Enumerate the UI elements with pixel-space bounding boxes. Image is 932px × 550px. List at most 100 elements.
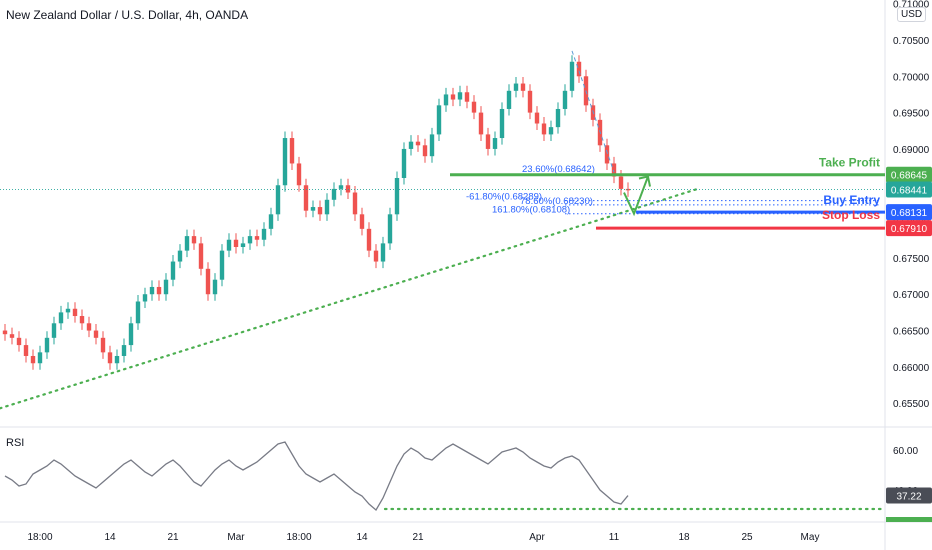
rsi-value-text: 37.22 <box>896 492 921 503</box>
take-profit-price-tag <box>886 166 932 183</box>
candle-body <box>65 308 71 313</box>
candle-body <box>177 250 183 262</box>
price-tick-label: 0.69500 <box>893 109 930 120</box>
price-tick-label: 0.65500 <box>893 399 930 410</box>
candle-body <box>247 236 253 244</box>
candle-body <box>212 279 218 295</box>
currency-button[interactable]: USD <box>897 7 927 22</box>
time-tick-label: 18:00 <box>286 532 311 543</box>
candle-body <box>128 323 134 346</box>
candle-body <box>534 112 540 124</box>
candle-body <box>394 177 400 215</box>
candle-body <box>359 214 365 229</box>
buy-entry-price-text: 0.68131 <box>891 208 928 219</box>
take-profit-label: Take Profit <box>819 156 880 170</box>
arrow-head <box>638 175 651 187</box>
candle-body <box>604 145 610 164</box>
candle-body <box>408 141 414 149</box>
candle-body <box>527 90 533 113</box>
candle-body <box>170 261 176 280</box>
price-tick-label: 0.66500 <box>893 327 930 338</box>
candle-body <box>72 308 78 317</box>
rsi-line <box>4 441 629 512</box>
candle-body <box>464 92 470 102</box>
candle-body <box>37 352 43 364</box>
price-tick-label: 0.66000 <box>893 363 930 374</box>
price-tick-label: 0.67000 <box>893 290 930 301</box>
candle-body <box>23 345 29 356</box>
candle-body <box>198 243 204 269</box>
candle-body <box>296 163 302 186</box>
projection-arrow <box>623 176 649 217</box>
candle-body <box>219 250 225 280</box>
time-tick-label: 25 <box>741 532 753 543</box>
chart-overlays: 23.60%(0.68642) -61.80%(0.68289)78.60%(0.… <box>0 50 885 410</box>
candle-body <box>576 61 582 77</box>
buy-entry-price-tag <box>886 204 932 221</box>
candle-body <box>373 250 379 262</box>
candle-body <box>121 345 127 356</box>
candle-body <box>289 138 295 164</box>
candle-body <box>457 92 463 100</box>
price-tick-label: 0.70500 <box>893 36 930 47</box>
candle-body <box>541 123 547 135</box>
candle-body <box>261 228 267 240</box>
candle-body <box>506 90 512 109</box>
candle-body <box>184 236 190 251</box>
candle-body <box>485 134 491 149</box>
stop-loss-price-text: 0.67910 <box>891 224 928 235</box>
candle-body <box>30 355 36 364</box>
candle-body <box>79 316 85 324</box>
candle-body <box>142 294 148 302</box>
candle-body <box>282 138 288 186</box>
rsi-support-tag <box>886 517 932 522</box>
rsi-value-tag <box>886 487 932 504</box>
candle-body <box>345 185 351 193</box>
candle-body <box>443 94 449 106</box>
candle-body <box>100 337 106 353</box>
price-tick-label: 0.71000 <box>893 0 930 11</box>
candle-body <box>380 243 386 262</box>
candle-body <box>338 185 344 189</box>
candle-body <box>513 83 519 91</box>
candle-body <box>254 236 260 240</box>
price-tick-label: 0.70000 <box>893 72 930 83</box>
candle-body <box>520 83 526 91</box>
time-tick-label: 14 <box>104 532 116 543</box>
candle-body <box>317 207 323 215</box>
current-price-text: 0.68441 <box>891 186 928 197</box>
price-axis: 0.710000.705000.700000.695000.690000.685… <box>886 0 932 410</box>
rsi-tick-label: 60.00 <box>893 446 918 457</box>
candle-body <box>149 286 155 295</box>
candle-body <box>352 192 358 215</box>
candle-body <box>492 138 498 149</box>
time-tick-label: 14 <box>356 532 368 543</box>
candle-body <box>86 323 92 331</box>
chart-title: New Zealand Dollar / U.S. Dollar, 4h, OA… <box>6 8 249 22</box>
time-tick-label: Apr <box>529 532 545 543</box>
candle-body <box>226 239 232 251</box>
price-tick-label: 0.67500 <box>893 254 930 265</box>
candle-body <box>366 228 372 251</box>
rsi-label: RSI <box>6 437 25 449</box>
time-tick-label: May <box>801 532 820 543</box>
candle-body <box>499 108 505 139</box>
candle-body <box>324 199 330 215</box>
candle-body <box>191 236 197 244</box>
candle-body <box>275 185 281 215</box>
time-axis: 18:00 14 21 Mar 18:00 14 21 Apr 11 18 25 May <box>27 532 819 543</box>
candle-body <box>114 355 120 364</box>
stop-loss-label: Stop Loss <box>822 208 880 222</box>
stop-loss-price-tag <box>886 220 932 237</box>
candle-body <box>51 323 57 338</box>
candle-body <box>548 127 554 135</box>
candle-body <box>310 207 316 211</box>
candle-body <box>2 330 8 335</box>
candle-body <box>569 61 575 91</box>
take-profit-price-text: 0.68645 <box>891 171 928 182</box>
fib-level-label: 78.60%(0.68230) <box>520 196 593 207</box>
candle-body <box>471 101 477 113</box>
candle-body <box>422 145 428 157</box>
